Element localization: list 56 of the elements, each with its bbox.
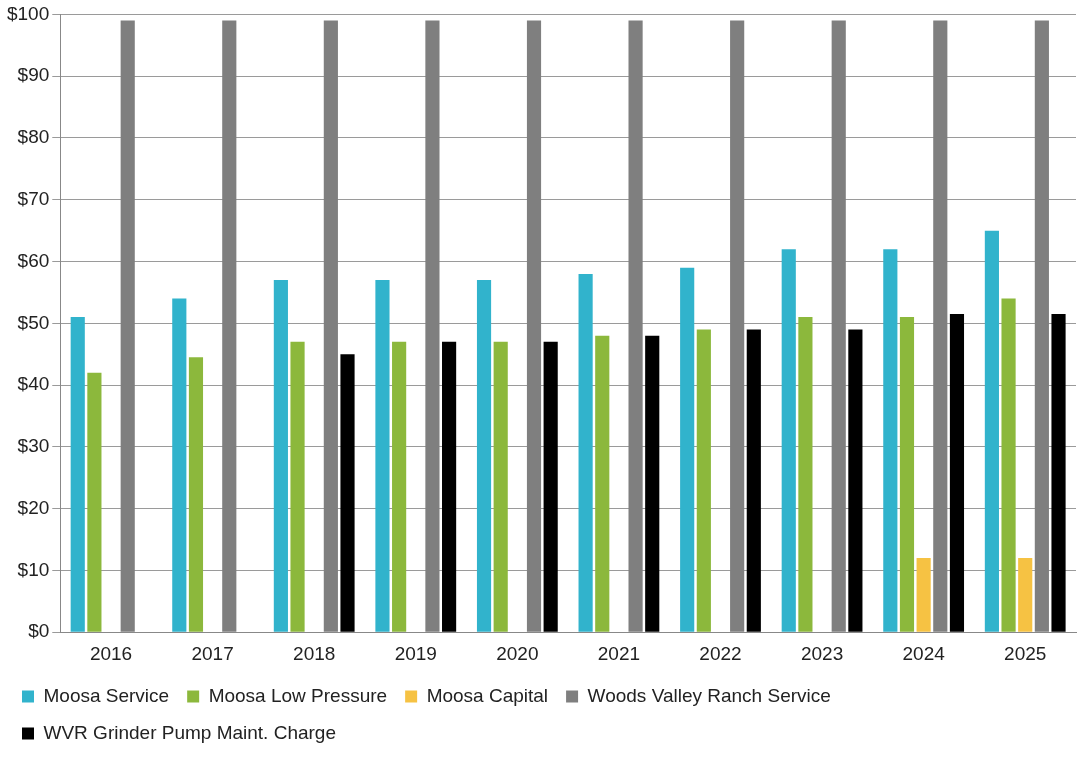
bar	[578, 273, 593, 632]
bar	[392, 341, 407, 632]
legend-label: WVR Grinder Pump Maint. Charge	[43, 721, 336, 743]
y-tick-label: $50	[17, 311, 50, 333]
bar	[375, 280, 390, 632]
bar	[798, 317, 813, 632]
y-tick-label: $100	[6, 2, 50, 24]
bar	[476, 280, 492, 632]
bar	[188, 357, 204, 632]
bar	[290, 341, 305, 632]
bar	[442, 341, 457, 632]
bar	[87, 372, 102, 632]
legend-label: Moosa Capital	[426, 684, 549, 706]
bar	[1018, 558, 1033, 632]
y-tick-label: $60	[17, 249, 50, 271]
legend-label: Moosa Low Pressure	[208, 684, 388, 706]
bar	[273, 280, 288, 632]
bar	[172, 298, 187, 632]
y-tick-label: $10	[17, 558, 50, 580]
bar	[781, 249, 796, 632]
bar	[543, 341, 558, 632]
y-tick-label: $30	[17, 435, 50, 457]
x-tick-label: 2016	[89, 642, 133, 664]
bar	[645, 335, 660, 632]
x-tick-label: 2020	[496, 642, 539, 664]
bar	[883, 249, 898, 632]
x-tick-label: 2025	[1004, 642, 1047, 664]
bar	[848, 329, 863, 632]
x-tick-label: 2018	[293, 642, 336, 664]
y-tick-label: $70	[17, 187, 50, 209]
y-tick-label: $80	[17, 126, 50, 148]
bar	[1051, 314, 1066, 632]
x-tick-label: 2022	[699, 642, 742, 664]
bar	[916, 558, 931, 632]
bar	[899, 317, 915, 632]
x-tick-label: 2021	[597, 642, 641, 664]
bar	[746, 329, 761, 632]
bar	[340, 354, 355, 632]
bar	[70, 317, 85, 632]
y-tick-label: $20	[17, 496, 50, 518]
x-tick-label: 2017	[191, 642, 234, 664]
bar	[696, 329, 711, 632]
x-tick-label: 2023	[800, 642, 844, 664]
bar	[949, 314, 965, 632]
bar	[493, 341, 508, 632]
bar	[1001, 298, 1016, 632]
y-tick-label: $0	[28, 620, 50, 642]
bar	[680, 267, 695, 632]
y-tick-label: $40	[17, 373, 50, 395]
legend-label: Moosa Service	[43, 684, 170, 706]
legend-label: Woods Valley Ranch Service	[587, 684, 831, 706]
y-tick-label: $90	[17, 64, 50, 86]
bar	[595, 335, 610, 632]
x-tick-label: 2024	[902, 642, 946, 664]
x-tick-label: 2019	[394, 642, 437, 664]
bar	[984, 230, 999, 632]
